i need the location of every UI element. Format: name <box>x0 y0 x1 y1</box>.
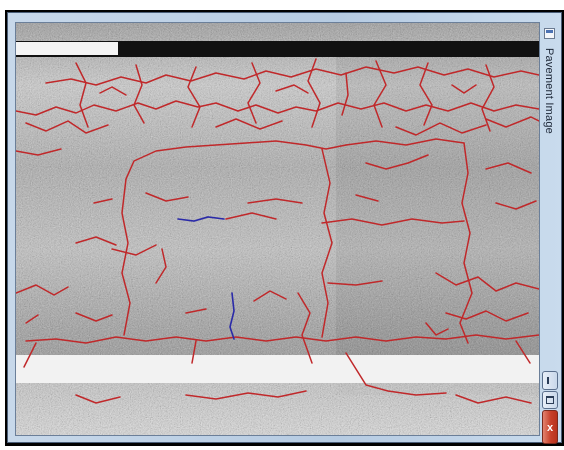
window-titlebar[interactable]: Pavement Image x <box>539 22 561 444</box>
top-dark-strip <box>16 41 539 57</box>
pavement-image <box>16 23 539 435</box>
shoulder-texture <box>16 383 539 435</box>
app-icon <box>544 28 555 39</box>
pavement-image-canvas[interactable] <box>15 22 540 436</box>
maximize-button[interactable] <box>542 391 558 409</box>
bottom-lane-marking <box>16 355 539 383</box>
asphalt-shade <box>336 45 539 395</box>
pavement-image-window: Pavement Image x <box>5 10 564 446</box>
manual-annotation <box>177 216 235 340</box>
close-button[interactable]: x <box>542 410 558 444</box>
close-icon: x <box>546 422 554 434</box>
top-lane-marking <box>16 42 118 55</box>
minimize-button[interactable] <box>542 371 558 390</box>
crack-overlay <box>16 58 539 404</box>
window-title: Pavement Image <box>543 48 555 134</box>
window-frame: Pavement Image x <box>7 12 562 444</box>
